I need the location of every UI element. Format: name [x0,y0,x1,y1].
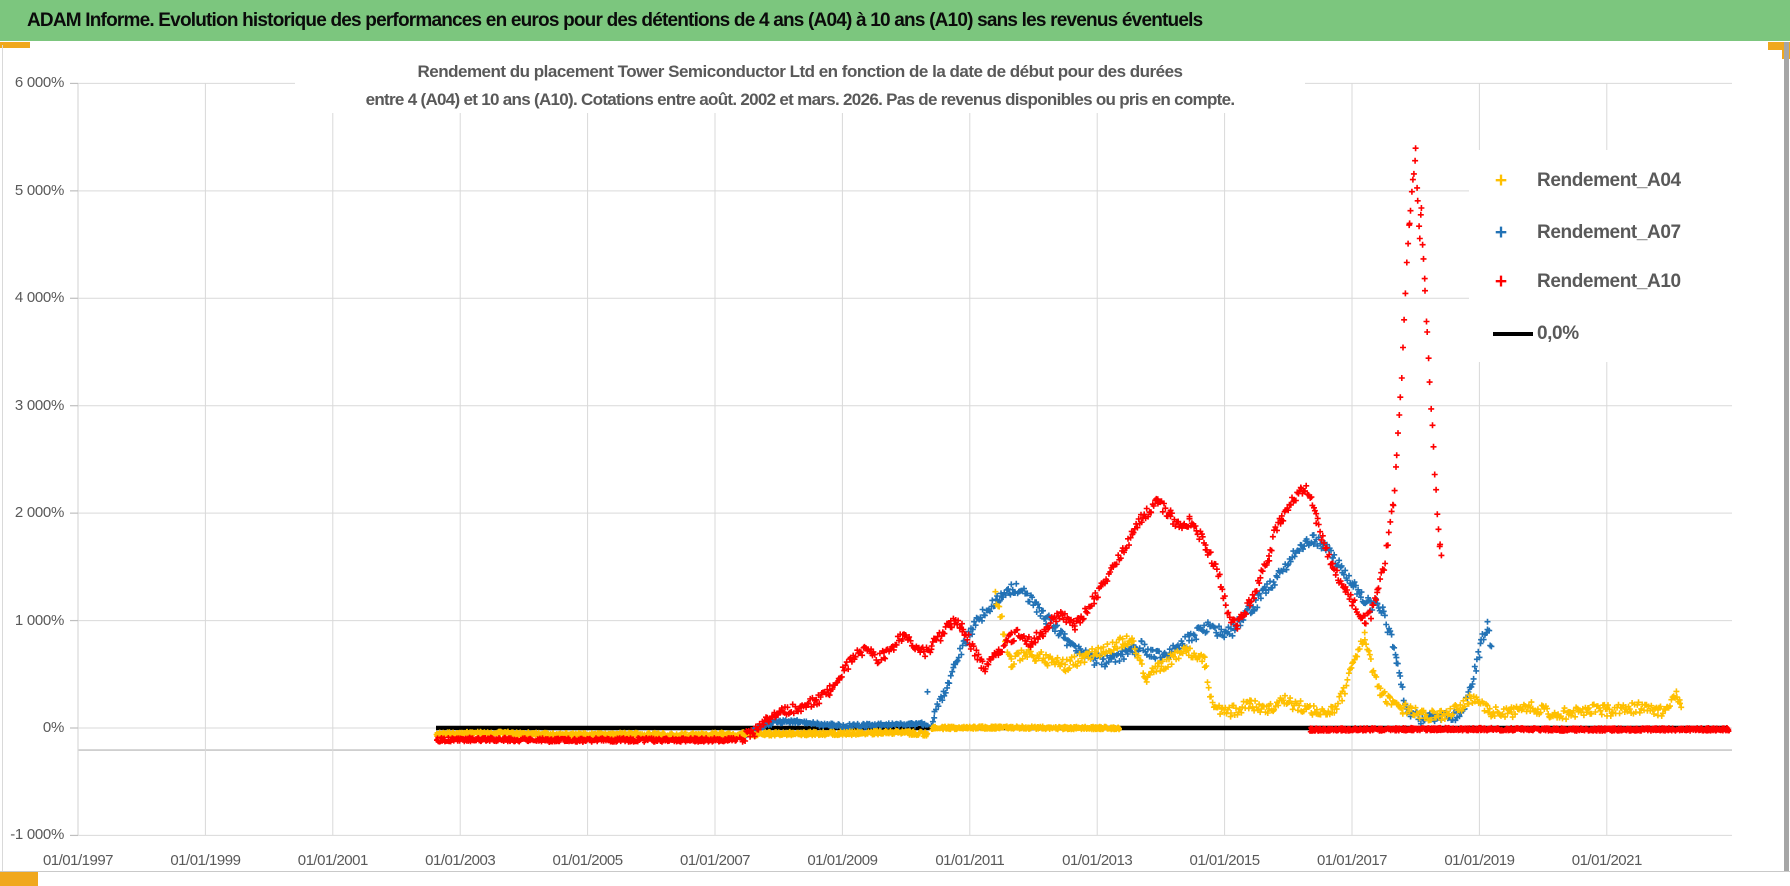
series-rendement_a04 [433,727,931,740]
chart-title-line2: entre 4 (A04) et 10 ans (A10). Cotations… [365,90,1235,109]
x-tick-label: 01/01/2021 [1571,852,1643,869]
legend-item-a04: + Rendement_A04 [1469,164,1681,198]
x-tick-label: 01/01/2015 [1189,852,1261,869]
legend-item-a10: + Rendement_A10 [1469,265,1681,299]
header-title: ADAM Informe. Evolution historique des p… [27,9,1203,31]
x-tick-label: 01/01/2017 [1316,852,1388,869]
header-banner: ADAM Informe. Evolution historique des p… [0,0,1790,41]
series-rendement_a07 [924,688,931,695]
y-tick-label: 0% [42,719,64,736]
accent-bottom-square[interactable] [0,872,38,886]
legend-item-zero-line: 0,0% [1469,317,1579,351]
legend-label: Rendement_A10 [1537,271,1681,292]
x-tick-label: 01/01/2019 [1444,852,1515,869]
bottom-scroll-strip[interactable] [0,871,1790,886]
accent-corner-icon [1768,42,1790,50]
x-tick-label: 01/01/1997 [42,852,114,869]
x-tick-label: 01/01/2013 [1062,852,1133,869]
series-rendement_a04 [929,723,1122,733]
y-tick-label: 5 000% [14,181,64,199]
legend-label: 0,0% [1537,323,1579,344]
series-rendement_a10 [736,145,1445,745]
y-tick-label: 1 000% [14,611,64,629]
line-marker-icon [1493,332,1533,336]
x-tick-label: 01/01/2011 [935,852,1005,869]
series-rendement_a10 [1307,724,1732,734]
x-tick-label: 01/01/2003 [425,852,496,869]
x-tick-label: 01/01/2001 [297,852,369,869]
y-tick-label: 2 000% [14,504,64,522]
chart-title-line1: Rendement du placement Tower Semiconduct… [417,62,1183,81]
plus-marker-icon: + [1494,270,1508,293]
series-rendement_a04 [992,588,1685,724]
right-pane-border[interactable] [1784,42,1789,886]
y-tick-label: 3 000% [14,396,64,414]
legend-item-a07: + Rendement_A07 [1469,216,1681,250]
plus-marker-icon: + [1494,169,1508,192]
chart-card-left-border [2,45,3,871]
accent-left-stub [0,42,30,48]
y-tick-label: 6 000% [14,74,64,92]
legend-label: Rendement_A04 [1537,170,1681,191]
x-tick-label: 01/01/2005 [552,852,624,869]
plus-marker-icon: + [1494,221,1508,244]
x-tick-label: 01/01/2009 [807,852,878,869]
x-tick-label: 01/01/1999 [170,852,241,869]
y-tick-label: 4 000% [14,289,64,307]
y-tick-label: -1 000% [10,826,64,844]
legend: + Rendement_A04 + Rendement_A07 + Rendem… [1469,150,1745,362]
legend-label: Rendement_A07 [1537,222,1681,243]
chart-title: Rendement du placement Tower Semiconduct… [295,57,1305,113]
series-rendement_a10 [434,734,740,745]
x-tick-label: 01/01/2007 [679,852,751,869]
